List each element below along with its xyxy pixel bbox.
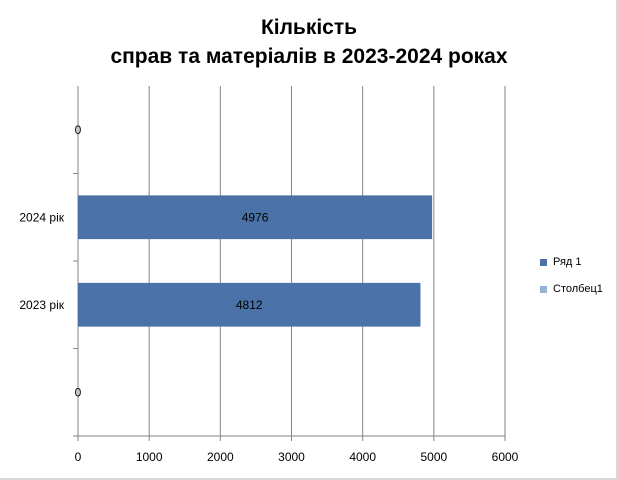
x-tick-label-3: 3000 xyxy=(278,450,305,464)
chart-title: Кількість справ та матеріалів в 2023-202… xyxy=(0,13,618,71)
data-label-1: 4812 xyxy=(236,298,263,312)
legend-swatch-series-2 xyxy=(540,285,547,293)
bar-1 xyxy=(78,282,421,327)
x-tick-label-5: 5000 xyxy=(420,450,447,464)
bar-2 xyxy=(78,195,433,240)
x-tick-label-1: 1000 xyxy=(136,450,163,464)
legend-item-series-2: Столбец1 xyxy=(540,282,603,296)
x-tick-label-0: 0 xyxy=(75,450,82,464)
chart-title-line-1: Кількість xyxy=(260,16,358,39)
data-label-2: 4976 xyxy=(242,210,269,224)
legend: Ряд 1 Столбец1 xyxy=(540,255,603,309)
x-tick-label-6: 6000 xyxy=(492,450,519,464)
legend-item-series-1: Ряд 1 xyxy=(540,255,603,269)
legend-label-series-2: Столбец1 xyxy=(553,283,603,295)
legend-label-series-1: Ряд 1 xyxy=(553,256,582,268)
x-tick-label-2: 2000 xyxy=(207,450,234,464)
legend-swatch-series-1 xyxy=(540,258,547,266)
y-category-label-1: 2023 рік xyxy=(19,298,64,312)
y-category-label-2: 2024 рік xyxy=(19,210,64,224)
chart-title-line-2: справ та матеріалів в 2023-2024 роках xyxy=(110,45,508,68)
data-label-3: 0 xyxy=(75,123,82,137)
data-label-0: 0 xyxy=(75,385,82,399)
x-tick-label-4: 4000 xyxy=(349,450,376,464)
